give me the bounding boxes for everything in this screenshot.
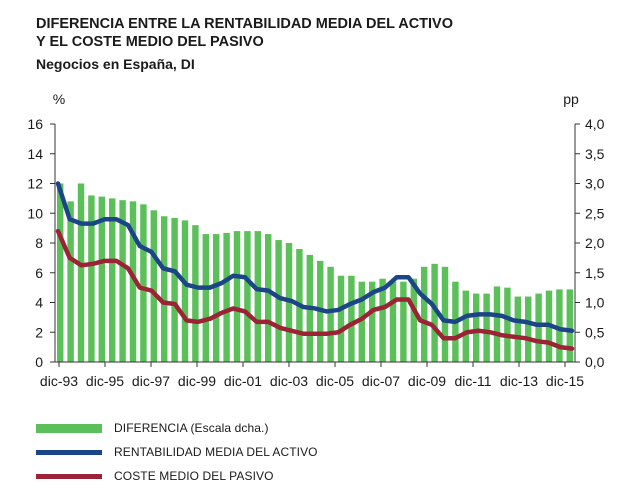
lines-layer — [55, 181, 575, 351]
tick-label-right-4: 2,0 — [585, 235, 605, 251]
tick-label-left-3: 6 — [35, 265, 43, 281]
bar-diferencia-28 — [348, 275, 355, 362]
bar-diferencia-49 — [566, 289, 574, 362]
bar-diferencia-26 — [327, 266, 334, 362]
bar-diferencia-1 — [67, 201, 74, 362]
tick-label-x-5: dic-03 — [270, 373, 308, 389]
bar-diferencia-0 — [56, 183, 64, 362]
bar-diferencia-15 — [212, 234, 220, 362]
tick-label-right-7: 3,5 — [585, 146, 605, 162]
bar-diferencia-2 — [77, 183, 85, 362]
bar-diferencia-39 — [462, 290, 470, 362]
bar-diferencia-9 — [150, 210, 158, 362]
bar-diferencia-4 — [98, 196, 106, 362]
tick-label-left-6: 12 — [27, 176, 43, 192]
bar-diferencia-5 — [108, 198, 116, 363]
tick-label-right-0: 0,0 — [585, 354, 605, 370]
bar-diferencia-37 — [441, 266, 449, 362]
tick-label-right-6: 3,0 — [585, 176, 605, 192]
tick-label-left-4: 8 — [35, 235, 43, 251]
legend-label-coste: COSTE MEDIO DEL PASIVO — [114, 469, 274, 483]
bar-diferencia-42 — [493, 286, 501, 362]
tick-label-right-3: 1,5 — [585, 265, 605, 281]
bar-diferencia-40 — [472, 293, 480, 362]
line-coste — [55, 228, 575, 351]
chart-title-line1: DIFERENCIA ENTRE LA RENTABILIDAD MEDIA D… — [36, 16, 454, 32]
bar-diferencia-33 — [400, 281, 407, 362]
tick-label-left-1: 2 — [35, 324, 43, 340]
tick-label-x-11: dic-15 — [546, 373, 584, 389]
legend-item-coste: COSTE MEDIO DEL PASIVO — [36, 464, 318, 488]
tick-label-x-10: dic-13 — [500, 373, 538, 389]
axes-layer: 0 2 4 6 8 10 12 14 16 0,0 0,5 1,0 1,5 2,0 2,5 3,0 3,5 4,0… — [27, 91, 604, 389]
tick-label-right-2: 1,0 — [585, 295, 605, 311]
bar-diferencia-21 — [275, 240, 282, 362]
bar-diferencia-34 — [410, 278, 418, 362]
legend-swatch-diferencia — [36, 423, 102, 433]
tick-label-x-4: dic-01 — [224, 373, 262, 389]
tick-label-x-9: dic-11 — [454, 373, 491, 389]
legend-swatch-coste — [36, 473, 102, 479]
legend-label-rentabilidad: RENTABILIDAD MEDIA DEL ACTIVO — [114, 445, 318, 459]
legend-label-diferencia: DIFERENCIA (Escala dcha.) — [114, 421, 269, 435]
bar-diferencia-7 — [129, 201, 137, 362]
bar-diferencia-11 — [171, 218, 178, 362]
bar-diferencia-44 — [514, 296, 522, 362]
axis-unit-right: pp — [563, 91, 579, 107]
bar-diferencia-29 — [358, 281, 366, 362]
tick-label-left-7: 14 — [27, 146, 43, 162]
bar-diferencia-32 — [389, 281, 397, 362]
bar-diferencia-46 — [535, 293, 542, 362]
bar-diferencia-41 — [483, 293, 490, 362]
bar-diferencia-8 — [140, 204, 147, 362]
chart-title: DIFERENCIA ENTRE LA RENTABILIDAD MEDIA D… — [36, 15, 453, 51]
line-rentabilidad — [55, 181, 575, 334]
bar-diferencia-45 — [524, 296, 532, 362]
axis-unit-left: % — [53, 91, 65, 107]
tick-label-left-2: 4 — [35, 295, 43, 311]
tick-label-left-5: 10 — [27, 205, 43, 221]
bar-diferencia-36 — [431, 263, 438, 362]
tick-label-right-8: 4,0 — [585, 116, 605, 132]
legend-swatch-rentabilidad — [36, 449, 102, 455]
tick-label-x-7: dic-07 — [362, 373, 400, 389]
tick-label-x-8: dic-09 — [408, 373, 446, 389]
tick-label-left-8: 16 — [27, 116, 43, 132]
bar-diferencia-17 — [233, 231, 241, 362]
bar-diferencia-16 — [223, 232, 230, 362]
bar-diferencia-10 — [160, 216, 168, 362]
tick-label-right-5: 2,5 — [585, 205, 605, 221]
chart-legend: DIFERENCIA (Escala dcha.) RENTABILIDAD M… — [36, 416, 318, 488]
bar-diferencia-31 — [379, 278, 386, 362]
legend-item-rentabilidad: RENTABILIDAD MEDIA DEL ACTIVO — [36, 440, 318, 464]
tick-label-x-3: dic-99 — [178, 373, 216, 389]
bar-diferencia-48 — [556, 289, 563, 362]
bar-diferencia-6 — [119, 200, 126, 362]
bar-diferencia-30 — [368, 281, 376, 362]
bar-diferencia-43 — [504, 287, 511, 363]
tick-label-x-6: dic-05 — [316, 373, 354, 389]
bar-diferencia-20 — [264, 234, 272, 362]
tick-label-x-2: dic-97 — [132, 373, 170, 389]
chart-canvas: 0 2 4 6 8 10 12 14 16 0,0 0,5 1,0 1,5 2,0 2,5 3,0 3,5 4,0… — [27, 91, 604, 389]
tick-label-left-0: 0 — [35, 354, 43, 370]
chart-subtitle: Negocios en España, DI — [36, 56, 195, 72]
bar-diferencia-18 — [244, 231, 251, 362]
tick-label-x-0: dic-93 — [40, 373, 78, 389]
tick-label-x-1: dic-95 — [86, 373, 124, 389]
bar-diferencia-35 — [420, 266, 428, 362]
bar-diferencia-13 — [192, 225, 199, 362]
bar-diferencia-3 — [88, 195, 95, 362]
legend-item-diferencia: DIFERENCIA (Escala dcha.) — [36, 416, 318, 440]
bar-diferencia-27 — [337, 275, 345, 362]
chart-title-line2: Y EL COSTE MEDIO DEL PASIVO — [36, 34, 264, 50]
bar-diferencia-12 — [181, 220, 189, 362]
bar-diferencia-14 — [202, 234, 210, 362]
tick-label-right-1: 0,5 — [585, 324, 605, 340]
bar-diferencia-19 — [254, 231, 262, 362]
